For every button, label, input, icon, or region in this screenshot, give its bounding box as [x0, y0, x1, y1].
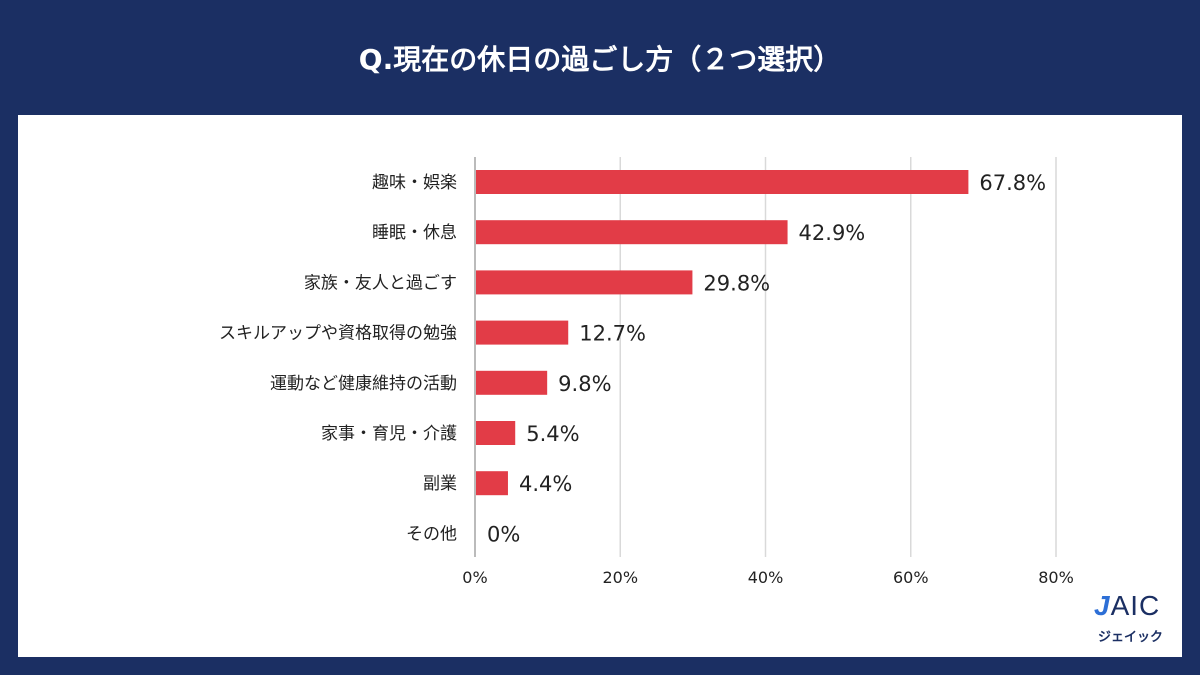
category-label: 睡眠・休息	[372, 223, 457, 243]
jaic-logo: JAIC ジェイック	[1094, 590, 1184, 650]
category-label: 趣味・娯楽	[372, 173, 457, 193]
logo-subtext: ジェイック	[1098, 630, 1164, 645]
x-tick-label: 80%	[1038, 568, 1074, 587]
bar	[476, 320, 569, 345]
x-tick-label: 40%	[748, 568, 784, 587]
x-tick-label: 60%	[893, 568, 929, 587]
data-label: 9.8%	[558, 372, 611, 396]
bar	[476, 471, 508, 496]
bar	[476, 370, 548, 395]
logo-text: JAIC	[1094, 590, 1161, 621]
data-label: 12.7%	[579, 322, 646, 346]
data-label: 4.4%	[519, 472, 572, 496]
x-tick-label: 20%	[602, 568, 638, 587]
category-label: 家族・友人と過ごす	[304, 273, 457, 293]
bar	[476, 270, 693, 295]
chart-title: Q.現在の休日の過ごし方（２つ選択）	[358, 43, 842, 76]
category-label: 家事・育児・介護	[321, 424, 457, 444]
x-tick-label: 0%	[462, 568, 487, 587]
category-label: 副業	[423, 474, 457, 494]
category-label: その他	[406, 524, 457, 544]
data-label: 0%	[487, 522, 520, 546]
bar	[476, 421, 516, 445]
category-label: スキルアップや資格取得の勉強	[219, 324, 457, 344]
bar	[476, 220, 788, 245]
data-label: 67.8%	[979, 171, 1046, 195]
chart-panel	[18, 115, 1182, 657]
data-label: 29.8%	[703, 271, 770, 295]
data-label: 5.4%	[526, 422, 579, 446]
data-label: 42.9%	[799, 221, 866, 245]
category-label: 運動など健康維持の活動	[270, 374, 457, 394]
bar	[476, 170, 969, 194]
